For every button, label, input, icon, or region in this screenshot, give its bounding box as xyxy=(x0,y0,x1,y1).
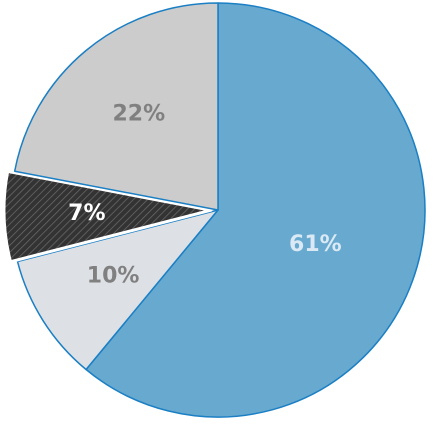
pie-slice xyxy=(2,169,213,264)
data-label: 22% xyxy=(112,101,165,126)
pie-slice xyxy=(13,2,219,211)
data-label: 7% xyxy=(68,201,105,226)
data-label: 61% xyxy=(289,232,342,257)
pie-slice xyxy=(16,209,219,371)
data-label: 10% xyxy=(87,264,140,289)
pie-slice xyxy=(85,2,426,418)
